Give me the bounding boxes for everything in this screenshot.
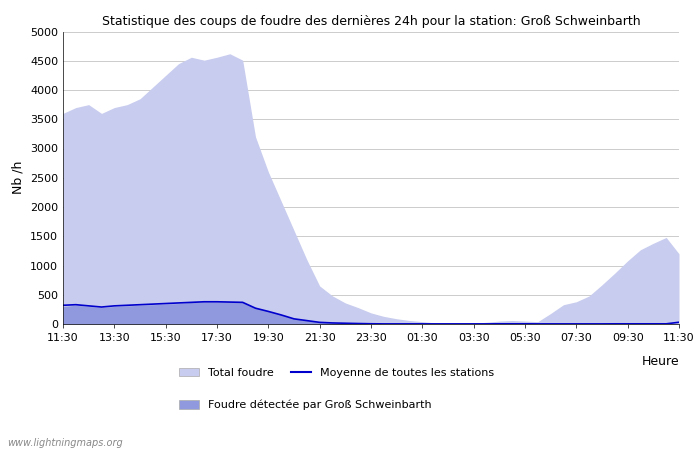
Text: www.lightningmaps.org: www.lightningmaps.org [7, 437, 122, 447]
Legend: Foudre détectée par Groß Schweinbarth: Foudre détectée par Groß Schweinbarth [179, 400, 432, 410]
Title: Statistique des coups de foudre des dernières 24h pour la station: Groß Schweinb: Statistique des coups de foudre des dern… [102, 14, 640, 27]
Y-axis label: Nb /h: Nb /h [11, 161, 25, 194]
Text: Heure: Heure [641, 355, 679, 368]
